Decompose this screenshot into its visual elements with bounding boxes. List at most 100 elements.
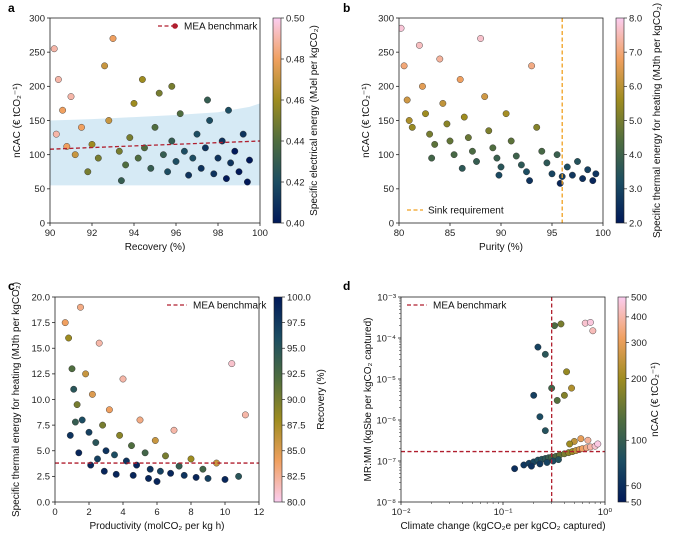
colorbar-label: Specific thermal energy for heating (MJt… xyxy=(652,3,663,238)
x-axis-label: Purity (%) xyxy=(479,242,523,253)
data-point xyxy=(118,177,125,185)
data-point xyxy=(443,120,451,128)
x-tick-label: 98 xyxy=(213,228,224,239)
data-point xyxy=(61,319,69,327)
data-point xyxy=(574,158,581,165)
data-point xyxy=(557,320,565,328)
data-point xyxy=(85,428,93,436)
y-tick-label: 100 xyxy=(378,150,394,161)
data-point xyxy=(502,110,510,118)
data-point xyxy=(592,170,600,178)
x-tick-label: 8 xyxy=(188,507,193,518)
data-point xyxy=(458,164,466,172)
data-point xyxy=(563,368,570,376)
y-tick-label: 200 xyxy=(378,82,394,93)
colorbar-label: nCAC (€ tCO₂⁻¹) xyxy=(650,362,661,437)
data-point xyxy=(88,141,96,148)
panel-b: b 80 85 90 95 100 0 50 100 150 200 250 300 Purity (%)… xyxy=(343,1,663,253)
data-point xyxy=(489,144,497,152)
data-point xyxy=(92,439,100,446)
panel-c: c 0 2 4 6 8 10 12 0.0 2.5 5.0 7.5 10.0 12.5 15.0 17.5 20… xyxy=(8,279,327,532)
data-point xyxy=(82,370,90,378)
data-point xyxy=(106,406,113,414)
data-point xyxy=(136,416,144,424)
data-point xyxy=(589,327,597,335)
data-point xyxy=(469,147,476,155)
colorbar-tick-label: 5.0 xyxy=(629,116,642,127)
colorbar-tick-label: 8.0 xyxy=(629,13,642,24)
data-point xyxy=(534,343,542,351)
data-point xyxy=(507,137,515,145)
data-point xyxy=(153,478,161,485)
y-axis-label: Specific thermal energy for heating (MJt… xyxy=(11,282,22,517)
x-axis-label: Climate change (kgCO₂e per kgCO₂ capture… xyxy=(400,521,605,532)
data-point xyxy=(206,117,214,124)
x-tick-label: 2 xyxy=(86,507,91,518)
data-point xyxy=(533,123,541,131)
colorbar-tick-label: 500 xyxy=(631,292,647,303)
data-point xyxy=(400,62,408,70)
x-tick-label: 85 xyxy=(445,228,456,239)
data-point xyxy=(116,431,124,439)
panel-label-c: c xyxy=(8,279,15,293)
mea-benchmark-line xyxy=(50,140,260,150)
plot-area-d xyxy=(401,297,605,502)
legend-text: MEA benchmark xyxy=(193,301,267,312)
data-point xyxy=(218,137,226,145)
y-axis-label: nCAC (€ tCO₂⁻¹) xyxy=(12,83,23,158)
colorbar-tick-label: 0.40 xyxy=(286,218,305,229)
y-axis-label: MR:MM (kgSbe per kgCO₂ captured) xyxy=(363,318,374,482)
x-tick-label: 90 xyxy=(496,228,507,239)
plot-frame xyxy=(400,296,606,503)
data-point xyxy=(50,45,58,53)
data-point xyxy=(231,147,239,155)
data-point xyxy=(109,35,117,42)
y-tick-label: 0.0 xyxy=(37,497,50,508)
data-point xyxy=(543,159,551,167)
data-point xyxy=(221,476,229,483)
colorbar-tick-label: 95.0 xyxy=(287,344,306,355)
colorbar-d xyxy=(617,296,627,503)
data-point xyxy=(477,35,484,42)
x-tick-label: 80 xyxy=(394,228,405,239)
panel-a: a 90 92 94 96 98 100 0 50 100 150 200 250 300 Recovery… xyxy=(8,1,320,253)
data-point xyxy=(563,163,571,171)
data-point xyxy=(225,106,232,114)
data-point xyxy=(210,170,218,178)
y-tick-label: 5.0 xyxy=(37,446,50,457)
panel-label-a: a xyxy=(8,1,15,15)
data-point xyxy=(235,168,243,176)
legend-marker xyxy=(172,23,178,29)
plot-area-c xyxy=(55,303,259,485)
data-point xyxy=(101,62,109,70)
data-point xyxy=(473,158,480,165)
y-tick-label: 250 xyxy=(29,47,45,58)
y-tick-label: 150 xyxy=(29,116,45,127)
data-point xyxy=(227,159,235,167)
y-tick-label: 12.5 xyxy=(32,369,51,380)
x-tick-label: 10⁻² xyxy=(392,507,411,518)
data-point xyxy=(464,134,472,141)
x-tick-label: 10⁰ xyxy=(598,507,613,518)
data-point xyxy=(99,421,107,429)
data-point xyxy=(204,96,211,104)
data-point xyxy=(577,435,585,443)
data-point xyxy=(419,82,426,90)
data-point xyxy=(187,455,195,463)
data-point xyxy=(155,89,163,97)
x-tick-label: 12 xyxy=(254,507,265,518)
data-point xyxy=(170,426,178,434)
data-point xyxy=(446,137,454,145)
data-point xyxy=(192,473,200,481)
data-point xyxy=(456,76,464,83)
data-point xyxy=(239,130,247,138)
data-point xyxy=(193,130,201,138)
legend-text: Sink requirement xyxy=(428,206,504,217)
x-tick-label: 100 xyxy=(252,228,268,239)
y-tick-label: 0 xyxy=(40,218,45,229)
data-point xyxy=(138,76,146,83)
panel-label-d: d xyxy=(343,279,350,293)
data-point xyxy=(228,360,236,368)
colorbar-tick-label: 0.42 xyxy=(286,177,305,188)
